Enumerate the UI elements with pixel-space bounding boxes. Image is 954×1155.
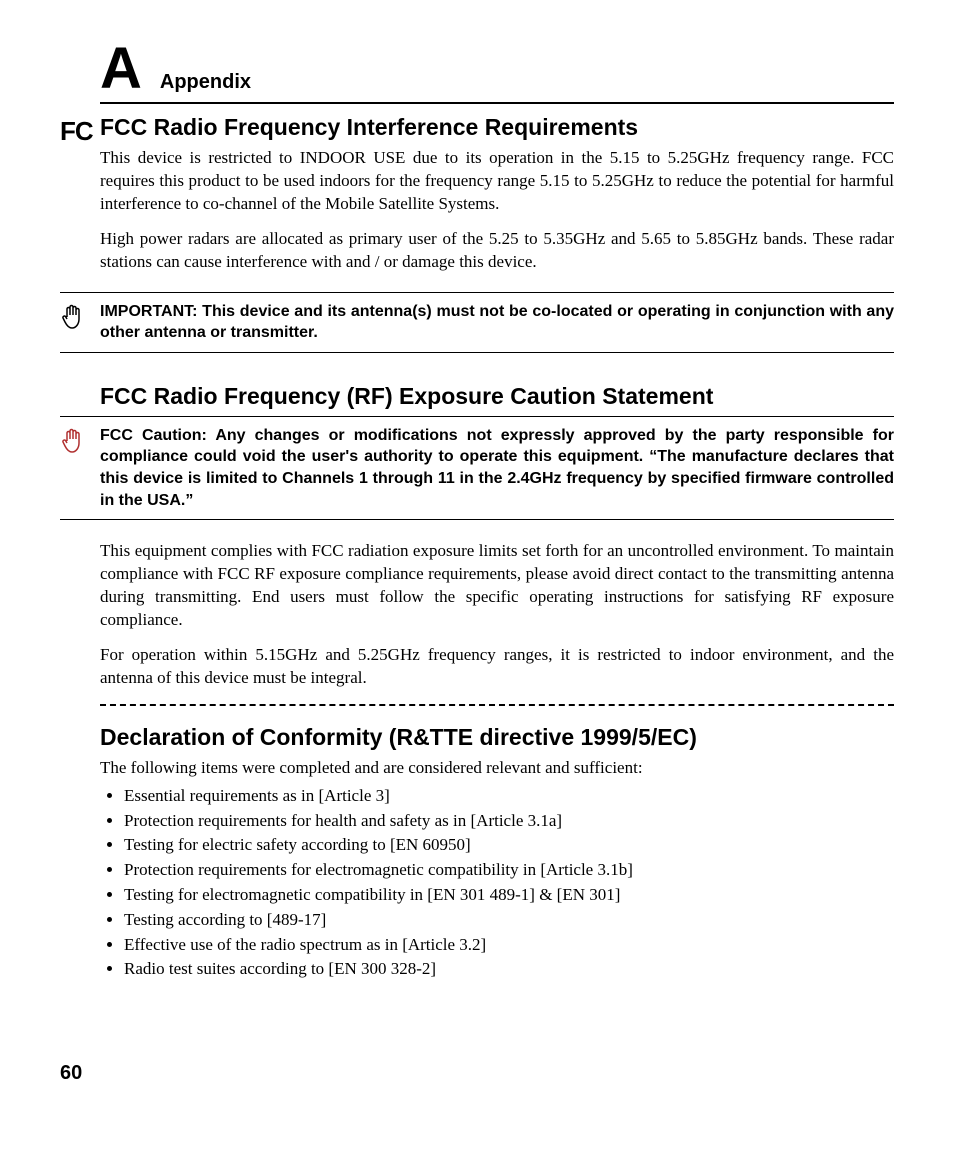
important-callout-text: IMPORTANT: This device and its antenna(s… bbox=[100, 301, 894, 344]
list-item: Effective use of the radio spectrum as i… bbox=[124, 933, 894, 957]
section-fcc-interference: FC FCC Radio Frequency Interference Requ… bbox=[60, 114, 894, 286]
appendix-header: A Appendix bbox=[100, 40, 894, 104]
section1-heading: FCC Radio Frequency Interference Require… bbox=[100, 114, 894, 141]
section3-heading: Declaration of Conformity (R&TTE directi… bbox=[100, 724, 894, 751]
section3-intro: The following items were completed and a… bbox=[100, 757, 894, 780]
page-number: 60 bbox=[60, 1062, 82, 1085]
fcc-caution-callout: FCC Caution: Any changes or modification… bbox=[60, 416, 894, 520]
section2-heading: FCC Radio Frequency (RF) Exposure Cautio… bbox=[100, 383, 894, 410]
appendix-label: Appendix bbox=[160, 71, 251, 94]
section2-p2: For operation within 5.15GHz and 5.25GHz… bbox=[100, 644, 894, 690]
list-item: Protection requirements for health and s… bbox=[124, 809, 894, 833]
fcc-logo-icon: FC bbox=[60, 114, 100, 147]
fcc-caution-text: FCC Caution: Any changes or modification… bbox=[100, 425, 894, 511]
hand-stop-icon bbox=[60, 301, 100, 336]
list-item: Essential requirements as in [Article 3] bbox=[124, 784, 894, 808]
section1-p1: This device is restricted to INDOOR USE … bbox=[100, 147, 894, 216]
section-declaration-conformity: Declaration of Conformity (R&TTE directi… bbox=[100, 724, 894, 981]
list-item: Radio test suites according to [EN 300 3… bbox=[124, 957, 894, 981]
hand-warning-icon bbox=[60, 425, 100, 460]
section-rf-exposure: FCC Radio Frequency (RF) Exposure Cautio… bbox=[100, 383, 894, 410]
list-item: Testing according to [489-17] bbox=[124, 908, 894, 932]
dashed-separator bbox=[100, 704, 894, 706]
conformity-list: Essential requirements as in [Article 3]… bbox=[124, 784, 894, 981]
list-item: Protection requirements for electromagne… bbox=[124, 858, 894, 882]
list-item: Testing for electromagnetic compatibilit… bbox=[124, 883, 894, 907]
section1-p2: High power radars are allocated as prima… bbox=[100, 228, 894, 274]
important-callout: IMPORTANT: This device and its antenna(s… bbox=[60, 292, 894, 353]
list-item: Testing for electric safety according to… bbox=[124, 833, 894, 857]
appendix-letter: A bbox=[100, 40, 142, 98]
section2-p1: This equipment complies with FCC radiati… bbox=[100, 540, 894, 632]
